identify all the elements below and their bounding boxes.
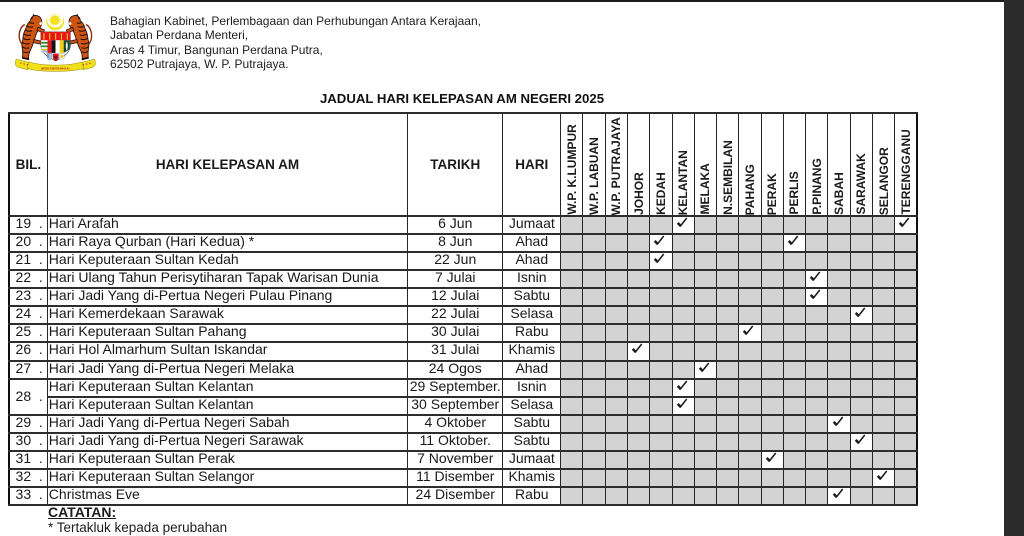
svg-text:■ ■ ■: ■ ■ ■ xyxy=(20,62,29,67)
svg-text:■ ■ ■: ■ ■ ■ xyxy=(82,62,91,67)
svg-text:BERSEKUTU BERTAMBAH MUTU: BERSEKUTU BERTAMBAH MUTU xyxy=(41,67,70,71)
